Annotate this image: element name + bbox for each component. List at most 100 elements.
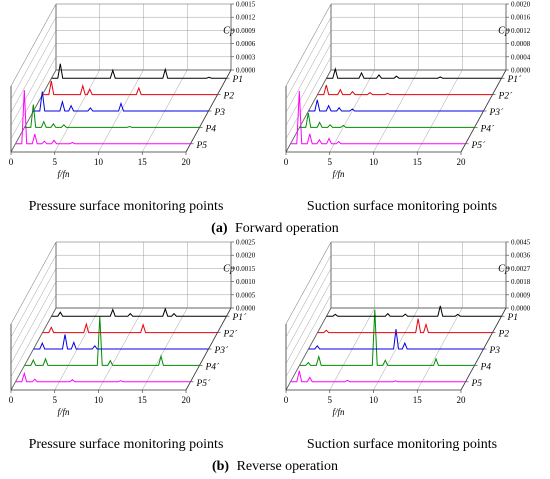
z-gridline-side xyxy=(10,255,57,338)
series-line-5 xyxy=(15,90,191,145)
z-axis-label: Cp xyxy=(498,264,510,275)
series-line-1 xyxy=(326,305,502,317)
z-tick-label: 0.0012 xyxy=(511,27,531,35)
z-tick-label: 0.0005 xyxy=(236,291,256,299)
x-gridline xyxy=(373,307,419,391)
z-gridline-side xyxy=(285,56,332,139)
z-tick-label: 0.0004 xyxy=(511,53,531,61)
chart-pressure-forward: 0.0000 0.0003 0.0006 0.0009 0.0012 0.0015 Cp 0 5… xyxy=(9,1,256,180)
z-gridline-side xyxy=(285,255,332,338)
series-line-3 xyxy=(33,91,209,112)
x-gridline xyxy=(329,69,375,153)
z-tick-label: 0.0009 xyxy=(511,291,531,299)
series-line-1 xyxy=(51,307,227,317)
panel-a-title: Forward operation xyxy=(235,221,339,236)
z-gridline-side xyxy=(10,294,57,377)
z-gridline-side xyxy=(285,3,332,87)
z-tick-label: 0.0000 xyxy=(511,305,531,313)
z-tick-label: 0.0020 xyxy=(236,252,256,260)
series-label-4: P4 xyxy=(480,362,492,372)
series-label-5: P5´ xyxy=(196,378,212,389)
series-line-3 xyxy=(33,334,209,350)
z-tick-label: 0.0009 xyxy=(236,27,256,35)
x-tick-label: 5 xyxy=(328,395,333,405)
series-label-1: P1´ xyxy=(507,74,523,85)
z-gridline-side xyxy=(285,43,332,126)
caption-suction-forward: Suction surface monitoring points xyxy=(307,199,497,214)
series-line-2 xyxy=(317,84,493,96)
panel-a-caption: (a) Forward operation xyxy=(211,221,339,236)
z-gridline-side xyxy=(10,43,57,126)
x-tick-label: 10 xyxy=(369,157,379,167)
x-tick-label: 20 xyxy=(457,157,467,167)
z-tick-label: 0.0045 xyxy=(511,239,531,247)
x-tick-label: 0 xyxy=(284,395,289,405)
x-tick-label: 20 xyxy=(457,395,467,405)
z-gridline-side xyxy=(10,281,57,364)
x-tick-label: 10 xyxy=(94,157,104,167)
chart-suction-forward: 0.0000 0.0004 0.0008 0.0012 0.0016 0.0020 Cp 0 5… xyxy=(284,1,531,180)
series-label-5: P5 xyxy=(471,379,483,389)
series-label-2: P2 xyxy=(223,92,235,102)
z-gridline-side xyxy=(10,17,57,100)
z-gridline-side xyxy=(285,294,332,377)
series-label-4: P4´ xyxy=(205,361,221,372)
series-line-2 xyxy=(42,322,218,334)
series-line-3 xyxy=(308,329,484,350)
panel-b-title: Reverse operation xyxy=(237,459,338,474)
x-tick-label: 15 xyxy=(413,395,423,405)
z-gridline-side xyxy=(285,241,332,325)
z-gridline-side xyxy=(285,281,332,364)
x-tick-label: 10 xyxy=(94,395,104,405)
x-axis-label: f/fn xyxy=(57,169,70,179)
z-gridline-side xyxy=(10,3,57,87)
z-tick-label: 0.0027 xyxy=(511,265,531,273)
series-label-2: P2´ xyxy=(223,329,239,340)
z-tick-label: 0.0016 xyxy=(511,14,531,22)
series-label-3: P3 xyxy=(489,346,501,356)
z-tick-label: 0.0012 xyxy=(236,14,256,22)
z-gridline-side xyxy=(285,268,332,351)
series-label-5: P5 xyxy=(196,141,208,151)
panel-b-letter: (b) xyxy=(212,459,229,474)
x-tick-label: 20 xyxy=(182,157,192,167)
z-tick-label: 0.0006 xyxy=(236,40,256,48)
x-tick-label: 5 xyxy=(328,157,333,167)
z-axis-label: Cp xyxy=(223,26,235,37)
series-line-4 xyxy=(24,104,200,128)
z-gridline-side xyxy=(10,56,57,139)
x-tick-label: 0 xyxy=(9,395,14,405)
series-line-1 xyxy=(326,67,502,79)
panel-b-caption: (b) Reverse operation xyxy=(212,459,338,474)
series-label-4: P4´ xyxy=(480,123,496,134)
x-tick-label: 0 xyxy=(284,157,289,167)
x-tick-label: 0 xyxy=(9,157,14,167)
z-gridline-side xyxy=(10,241,57,325)
series-line-2 xyxy=(317,318,493,334)
series-line-5 xyxy=(290,90,466,145)
series-label-5: P5´ xyxy=(471,140,487,151)
chart-pressure-reverse: 0.0000 0.0005 0.0010 0.0015 0.0020 0.0025 Cp 0 5… xyxy=(9,239,256,418)
z-gridline-side xyxy=(10,30,57,113)
x-tick-label: 15 xyxy=(138,395,148,405)
series-label-3: P3´ xyxy=(214,345,230,356)
caption-pressure-reverse: Pressure surface monitoring points xyxy=(29,437,224,452)
x-axis-label: f/fn xyxy=(57,407,70,417)
z-tick-label: 0.0025 xyxy=(236,239,256,247)
z-tick-label: 0.0003 xyxy=(236,53,256,61)
series-label-4: P4 xyxy=(205,124,217,134)
series-line-2 xyxy=(42,80,218,96)
x-tick-label: 15 xyxy=(413,157,423,167)
x-tick-label: 15 xyxy=(138,157,148,167)
z-gridline-side xyxy=(285,30,332,113)
z-tick-label: 0.0008 xyxy=(511,40,531,48)
z-tick-label: 0.0020 xyxy=(511,1,531,9)
z-tick-label: 0.0015 xyxy=(236,1,256,9)
z-tick-label: 0.0036 xyxy=(511,252,531,260)
z-tick-label: 0.0015 xyxy=(236,265,256,273)
z-tick-label: 0.0000 xyxy=(511,67,531,75)
x-gridline xyxy=(98,69,144,153)
z-gridline-side xyxy=(285,17,332,100)
series-label-1: P1 xyxy=(232,75,244,85)
series-label-1: P1´ xyxy=(232,312,248,323)
